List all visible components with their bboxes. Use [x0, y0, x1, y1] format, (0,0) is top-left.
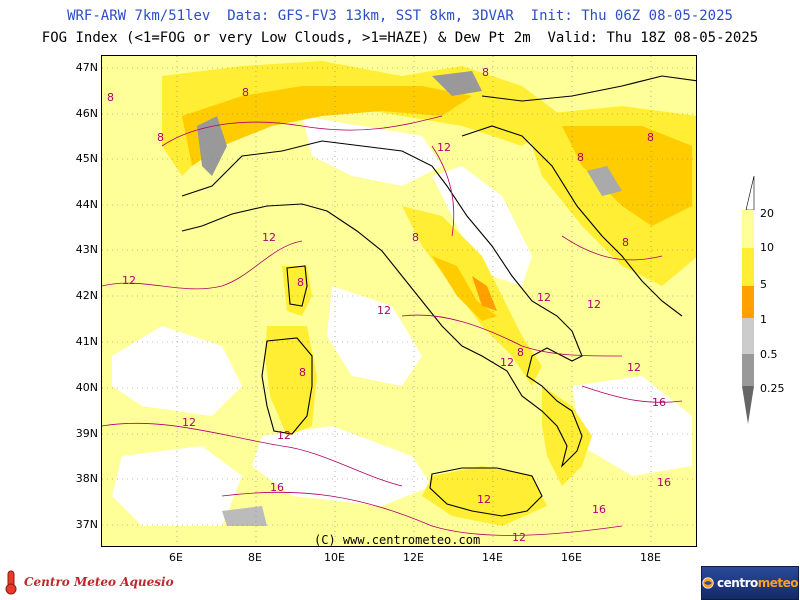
lon-label: 12E	[403, 551, 424, 564]
tyrrhenian-white-area	[327, 286, 422, 386]
calabria-yellow-area	[542, 386, 592, 486]
centrometeo-logo[interactable]: centro meteo	[701, 566, 799, 600]
contour-label: 12	[262, 231, 276, 244]
lat-label: 46N	[75, 107, 98, 120]
contour-label: 16	[652, 396, 666, 409]
legend-label: 0.25	[760, 382, 785, 395]
contour-label: 12	[627, 361, 641, 374]
sea-white-area	[302, 116, 442, 186]
legend-label: 10	[760, 241, 774, 254]
logo-right-text-a: centro	[717, 576, 758, 590]
legend-colorbar	[742, 176, 755, 424]
lat-label: 43N	[75, 243, 98, 256]
contour-label: 12	[500, 356, 514, 369]
logo-right-text-b: meteo	[757, 576, 799, 590]
apennines-orange-area	[432, 256, 497, 321]
legend-swatch-10	[742, 248, 754, 286]
contour-label: 16	[592, 503, 606, 516]
legend-bottom-arrow	[742, 386, 754, 424]
north-fog-area	[432, 71, 482, 96]
lat-label: 47N	[75, 61, 98, 74]
graticule	[102, 56, 696, 546]
contour-label: 8	[299, 366, 306, 379]
lat-label: 37N	[75, 518, 98, 531]
contour-label: 8	[577, 151, 584, 164]
legend-label: 1	[760, 313, 767, 326]
contour-label: 8	[647, 131, 654, 144]
contour-label: 12	[477, 493, 491, 506]
lon-label: 18E	[640, 551, 661, 564]
contour-label: 8	[482, 66, 489, 79]
contour-labels: 8 8 8 8 8 8 8 8 8 8 8 12 12 12 12 12 12 …	[107, 66, 671, 544]
sardinia-yellow-area	[265, 326, 317, 436]
contour-label: 16	[657, 476, 671, 489]
sicily-yellow-area	[422, 466, 547, 526]
lon-label: 16E	[561, 551, 582, 564]
lon-label: 6E	[169, 551, 183, 564]
alps-orange-area	[182, 86, 472, 166]
contour-label: 16	[270, 481, 284, 494]
contour-label: 12	[277, 429, 291, 442]
legend-label: 0.5	[760, 348, 778, 361]
lat-label: 40N	[75, 381, 98, 394]
centro-meteo-aquesio-logo[interactable]: Centro Meteo Aquesio	[2, 567, 174, 597]
adriatic-white-area	[432, 166, 532, 286]
thermometer-icon	[5, 570, 17, 595]
header-title-line2: FOG Index (<1=FOG or very Low Clouds, >1…	[41, 30, 759, 46]
copyright-text: (C) www.centrometeo.com	[314, 533, 481, 547]
legend-swatch-20	[742, 210, 754, 248]
globe-icon	[702, 577, 714, 589]
contour-label: 12	[587, 298, 601, 311]
lon-label: 10E	[324, 551, 345, 564]
balkans-orange-area	[562, 126, 692, 226]
lat-label: 45N	[75, 152, 98, 165]
lat-label: 44N	[75, 198, 98, 211]
coastlines	[181, 75, 696, 517]
lat-label: 42N	[75, 289, 98, 302]
contour-label: 8	[412, 231, 419, 244]
lat-label: 41N	[75, 335, 98, 348]
contour-label: 12	[122, 274, 136, 287]
contour-label: 12	[377, 304, 391, 317]
dewpoint-contours	[102, 115, 683, 536]
lon-label: 8E	[248, 551, 262, 564]
logo-left-text: Centro Meteo Aquesio	[24, 575, 174, 589]
lat-label: 39N	[75, 427, 98, 440]
contour-label: 8	[517, 346, 524, 359]
legend-swatch-5	[742, 286, 754, 318]
contour-label: 12	[512, 531, 526, 544]
header-title-line1: WRF-ARW 7km/51lev Data: GFS-FV3 13km, SS…	[67, 8, 733, 24]
map-svg: 8 8 8 8 8 8 8 8 8 8 8 12 12 12 12 12 12 …	[102, 56, 696, 546]
contour-label: 12	[182, 416, 196, 429]
legend-label: 5	[760, 278, 767, 291]
ionian-white-area	[572, 376, 692, 476]
contour-label: 8	[242, 86, 249, 99]
legend-swatch-05	[742, 354, 754, 386]
contour-label: 12	[437, 141, 451, 154]
balkan-fog-area	[587, 166, 622, 196]
fog-index-map: 8 8 8 8 8 8 8 8 8 8 8 12 12 12 12 12 12 …	[101, 55, 697, 547]
central-orange-area	[472, 276, 497, 311]
contour-label: 8	[157, 131, 164, 144]
contour-label: 8	[297, 276, 304, 289]
contour-label: 8	[622, 236, 629, 249]
lat-label: 38N	[75, 472, 98, 485]
contour-label: 12	[537, 291, 551, 304]
alps-fog-area	[197, 116, 227, 176]
legend-top-arrow	[745, 176, 755, 211]
legend-label: 20	[760, 207, 774, 220]
contour-label: 8	[107, 91, 114, 104]
south-white-area	[252, 426, 432, 506]
lon-label: 14E	[482, 551, 503, 564]
legend-swatch-1	[742, 318, 754, 354]
